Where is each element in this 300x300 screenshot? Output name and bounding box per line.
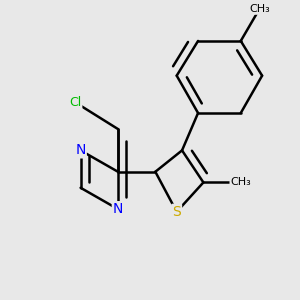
Text: Cl: Cl [69,96,81,109]
Text: S: S [172,205,181,219]
Text: CH₃: CH₃ [249,4,270,14]
Text: N: N [113,202,123,216]
Text: CH₃: CH₃ [230,177,251,188]
Text: N: N [75,143,86,158]
